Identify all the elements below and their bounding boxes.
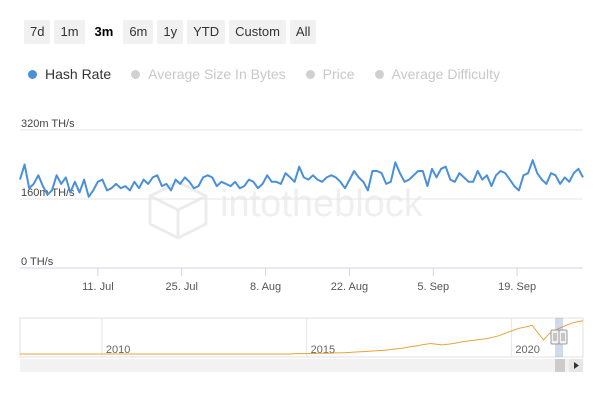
legend-item-price[interactable]: Price bbox=[305, 66, 355, 82]
x-tick-label: 25. Jul bbox=[166, 281, 198, 293]
legend: Hash Rate Average Size In Bytes Price Avera… bbox=[28, 66, 500, 82]
navigator-series-line bbox=[20, 320, 584, 355]
x-tick-label: 22. Aug bbox=[331, 281, 368, 293]
legend-label: Average Size In Bytes bbox=[148, 66, 286, 82]
x-tick-label: 19. Sep bbox=[498, 281, 536, 293]
x-tick-label: 11. Jul bbox=[82, 281, 114, 293]
watermark: intotheblock bbox=[148, 180, 424, 240]
legend-item-average-size-in-bytes[interactable]: Average Size In Bytes bbox=[131, 66, 286, 82]
arrow-right-icon bbox=[574, 362, 579, 369]
x-tick-label: 8. Aug bbox=[250, 281, 281, 293]
range-button-3m[interactable]: 3m bbox=[88, 20, 120, 44]
navigator-frame bbox=[19, 317, 584, 358]
legend-dot-icon bbox=[305, 69, 315, 79]
navigator-right-handle[interactable] bbox=[558, 329, 568, 345]
range-button-7d[interactable]: 7d bbox=[24, 20, 51, 44]
range-button-ytd[interactable]: YTD bbox=[187, 20, 226, 44]
legend-item-average-difficulty[interactable]: Average Difficulty bbox=[374, 66, 500, 82]
legend-label: Price bbox=[322, 66, 355, 82]
series-line-hash-rate[interactable] bbox=[19, 159, 584, 198]
scrollbar-track[interactable] bbox=[20, 359, 583, 372]
navigator-left-handle[interactable] bbox=[550, 329, 560, 345]
legend-dot-icon bbox=[28, 69, 37, 79]
legend-label: Average Difficulty bbox=[391, 66, 500, 82]
scrollbar-thumb[interactable] bbox=[555, 359, 565, 372]
range-button-1y[interactable]: 1y bbox=[157, 20, 184, 44]
navigator-tick-label: 2015 bbox=[311, 344, 335, 356]
x-tick-label: 5. Sep bbox=[417, 281, 449, 293]
watermark-text: intotheblock bbox=[220, 183, 424, 225]
range-button-all[interactable]: All bbox=[289, 20, 317, 44]
legend-label: Hash Rate bbox=[45, 66, 112, 82]
range-button-custom[interactable]: Custom bbox=[229, 20, 286, 44]
legend-dot-icon bbox=[374, 69, 384, 79]
range-button-6m[interactable]: 6m bbox=[123, 20, 154, 44]
navigator-tick-label: 2020 bbox=[515, 344, 539, 356]
navigator[interactable]: 2010 2015 2020 bbox=[19, 317, 584, 372]
legend-item-hash-rate[interactable]: Hash Rate bbox=[28, 66, 111, 82]
range-button-1m[interactable]: 1m bbox=[54, 20, 85, 44]
legend-dot-icon bbox=[131, 69, 141, 79]
y-tick-label: 320m TH/s bbox=[21, 118, 75, 130]
navigator-tick-label: 2010 bbox=[106, 344, 130, 356]
range-selector: 7d 1m 3m 6m 1y YTD Custom All bbox=[24, 20, 317, 44]
y-tick-label: 0 TH/s bbox=[21, 256, 54, 268]
